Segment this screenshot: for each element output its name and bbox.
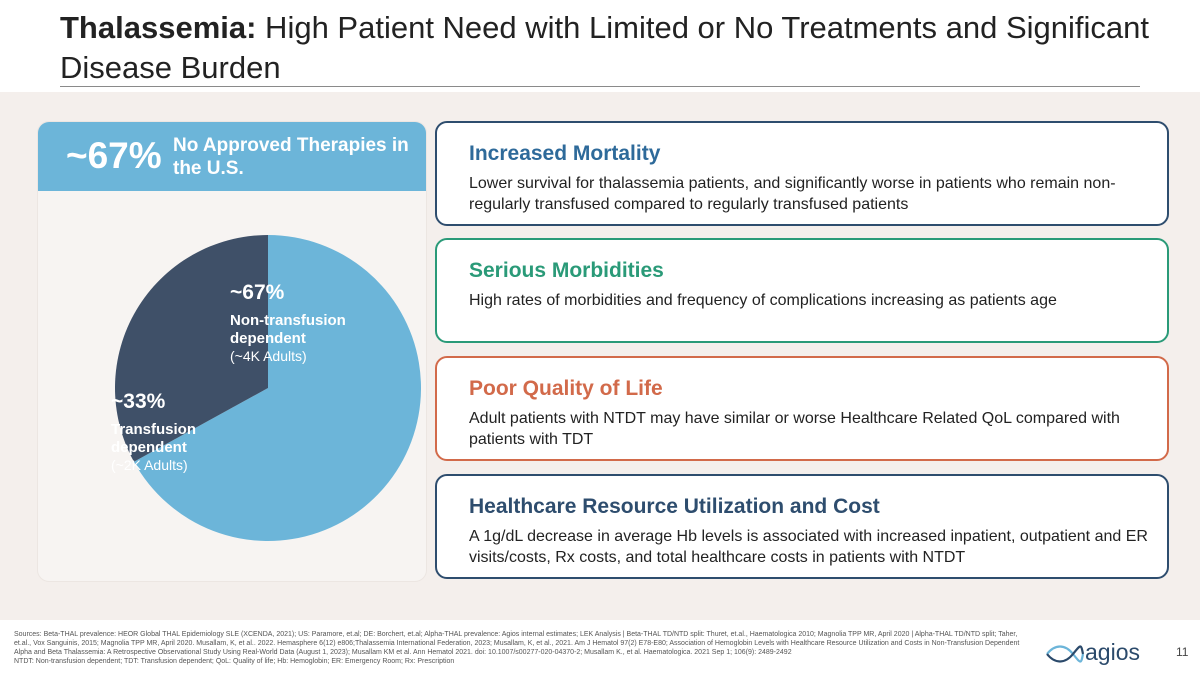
slide-title-bold: Thalassemia:: [60, 10, 257, 45]
slide-title: Thalassemia: High Patient Need with Limi…: [60, 8, 1150, 88]
abbreviations-text: NTDT: Non-transfusion dependent; TDT: Tr…: [14, 658, 455, 665]
card-title-resource: Healthcare Resource Utilization and Cost: [469, 495, 880, 518]
prevalence-value: ~67%: [66, 135, 162, 176]
pie-sub-non-transfusion: (~4K Adults): [230, 348, 307, 364]
card-resource-utilization: Healthcare Resource Utilization and Cost…: [435, 474, 1169, 579]
slide-title-rest: High Patient Need with Limited or No Tre…: [60, 10, 1150, 85]
pie-name-transfusion: Transfusion dependent: [111, 421, 197, 456]
card-increased-mortality: Increased Mortality Lower survival for t…: [435, 121, 1169, 226]
pie-slice-transfusion: [115, 235, 269, 462]
page-number: 11: [1176, 645, 1189, 659]
sources-text: Sources: Beta-THAL prevalence: HEOR Glob…: [14, 631, 1020, 656]
card-quality-of-life: Poor Quality of Life Adult patients with…: [435, 356, 1169, 461]
card-title-mortality: Increased Mortality: [469, 142, 661, 165]
card-title-quality: Poor Quality of Life: [469, 377, 663, 400]
pie-pct-non-transfusion: ~67%: [230, 281, 285, 304]
pie-name-non-transfusion: Non-transfusion dependent: [230, 312, 346, 347]
footer-sources: Sources: Beta-THAL prevalence: HEOR Glob…: [14, 630, 1034, 666]
title-divider: [60, 86, 1140, 87]
prevalence-panel: ~67% No Approved Therapies in the U.S. ~…: [37, 121, 427, 582]
card-body-morbidities: High rates of morbidities and frequency …: [469, 292, 1057, 309]
agios-logo-text: agios: [1085, 639, 1140, 665]
transfusion-pie-chart: [115, 235, 421, 541]
card-body-quality: Adult patients with NTDT may have simila…: [469, 410, 1120, 448]
card-body-mortality: Lower survival for thalassemia patients,…: [469, 175, 1116, 213]
agios-logo-icon: [1046, 645, 1085, 663]
pie-label-non-transfusion: ~67% Non-transfusion dependent (~4K Adul…: [230, 280, 360, 365]
prevalence-label: No Approved Therapies in the U.S.: [173, 135, 409, 179]
card-serious-morbidities: Serious Morbidities High rates of morbid…: [435, 238, 1169, 343]
card-body-resource: A 1g/dL decrease in average Hb levels is…: [469, 528, 1148, 566]
pie-slice-non-transfusion: [133, 235, 421, 541]
pie-pct-transfusion: ~33%: [111, 390, 166, 413]
pie-sub-transfusion: (~2K Adults): [111, 457, 188, 473]
card-title-morbidities: Serious Morbidities: [469, 259, 664, 282]
pie-label-transfusion: ~33% Transfusion dependent (~2K Adults): [111, 389, 211, 474]
prevalence-header: ~67% No Approved Therapies in the U.S.: [38, 122, 426, 191]
